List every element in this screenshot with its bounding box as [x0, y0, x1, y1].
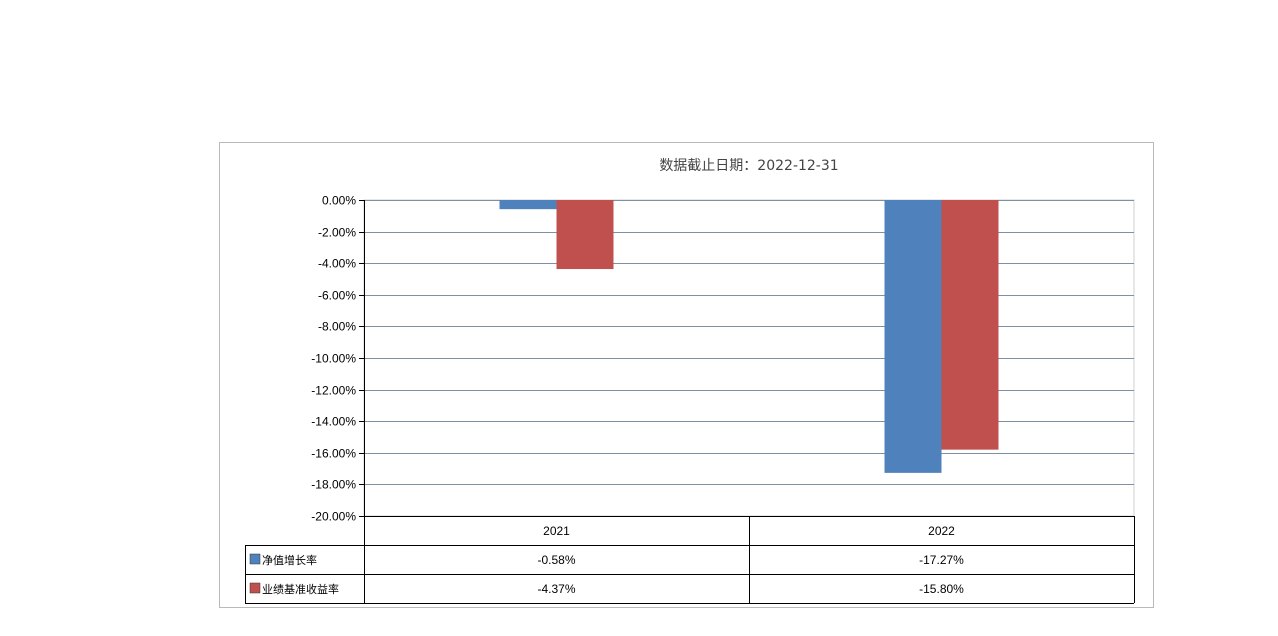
data-label: -17.27% [919, 553, 964, 567]
y-tick-label: -14.00% [311, 415, 356, 429]
legend-swatch [249, 582, 261, 594]
x-tick-label: 2022 [928, 524, 955, 538]
bars-layer [499, 200, 999, 473]
y-tick-label: -4.00% [318, 257, 356, 271]
bar [499, 200, 557, 210]
y-tick-label: -20.00% [311, 510, 356, 524]
data-label: -0.58% [537, 553, 575, 567]
y-tick-label: -18.00% [311, 478, 356, 492]
y-tick-label: -2.00% [318, 226, 356, 240]
grid-layer [363, 199, 1135, 517]
y-tick-label: -10.00% [311, 352, 356, 366]
y-tick-label: 0.00% [322, 194, 356, 208]
data-label: -4.37% [537, 582, 575, 596]
x-tick-label: 2021 [543, 524, 570, 538]
data-label: -15.80% [919, 582, 964, 596]
legend-label: 净值增长率 [262, 553, 317, 567]
y-tick-label: -8.00% [318, 320, 356, 334]
y-tick-label: -16.00% [311, 447, 356, 461]
bar [941, 200, 999, 450]
y-tick-label: -12.00% [311, 384, 356, 398]
data-table: 2021 2022 净值增长率 -0.58% -17.27% 业绩基准收益率 -4.37% -… [245, 516, 1135, 604]
legend-swatch [249, 553, 261, 565]
y-tick-label: -6.00% [318, 289, 356, 303]
bar [556, 200, 614, 270]
bar [884, 200, 942, 473]
chart-title: 数据截止日期：2022-12-31 [659, 158, 839, 174]
axis-layer: 0.00% -2.00% -4.00% -6.00% -8.00% -10.00% -12.… [311, 194, 365, 524]
legend-label: 业绩基准收益率 [262, 582, 339, 596]
